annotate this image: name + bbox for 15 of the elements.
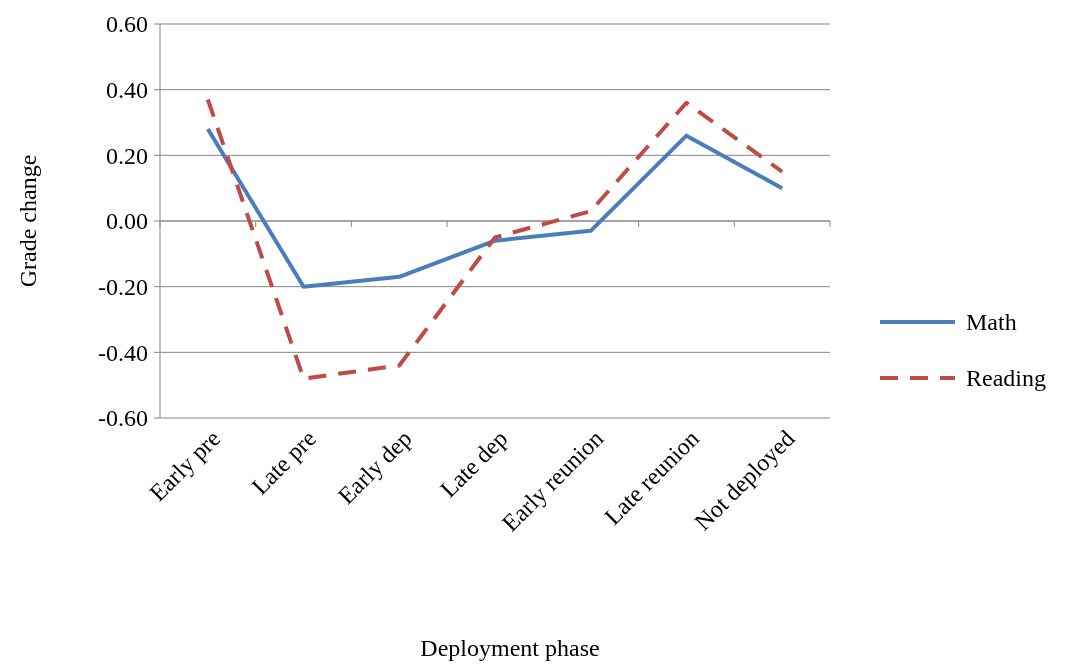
x-tick-label: Late dep — [435, 425, 513, 503]
y-tick-label: 0.40 — [106, 77, 148, 104]
legend-label: Math — [966, 309, 1017, 336]
y-tick-label: -0.40 — [98, 339, 148, 366]
y-tick-label: -0.20 — [98, 274, 148, 301]
x-tick-label: Late pre — [246, 425, 322, 500]
x-axis-title: Deployment phase — [420, 635, 600, 661]
legend-label: Reading — [966, 365, 1046, 392]
y-tick-label: 0.20 — [106, 142, 148, 169]
y-tick-label: 0.00 — [106, 208, 148, 235]
line-series — [205, 97, 785, 381]
y-axis-title: Grade change — [15, 154, 41, 288]
y-tick-label: 0.60 — [106, 11, 148, 38]
line-series — [205, 127, 785, 289]
y-tick-label: -0.60 — [98, 405, 148, 432]
